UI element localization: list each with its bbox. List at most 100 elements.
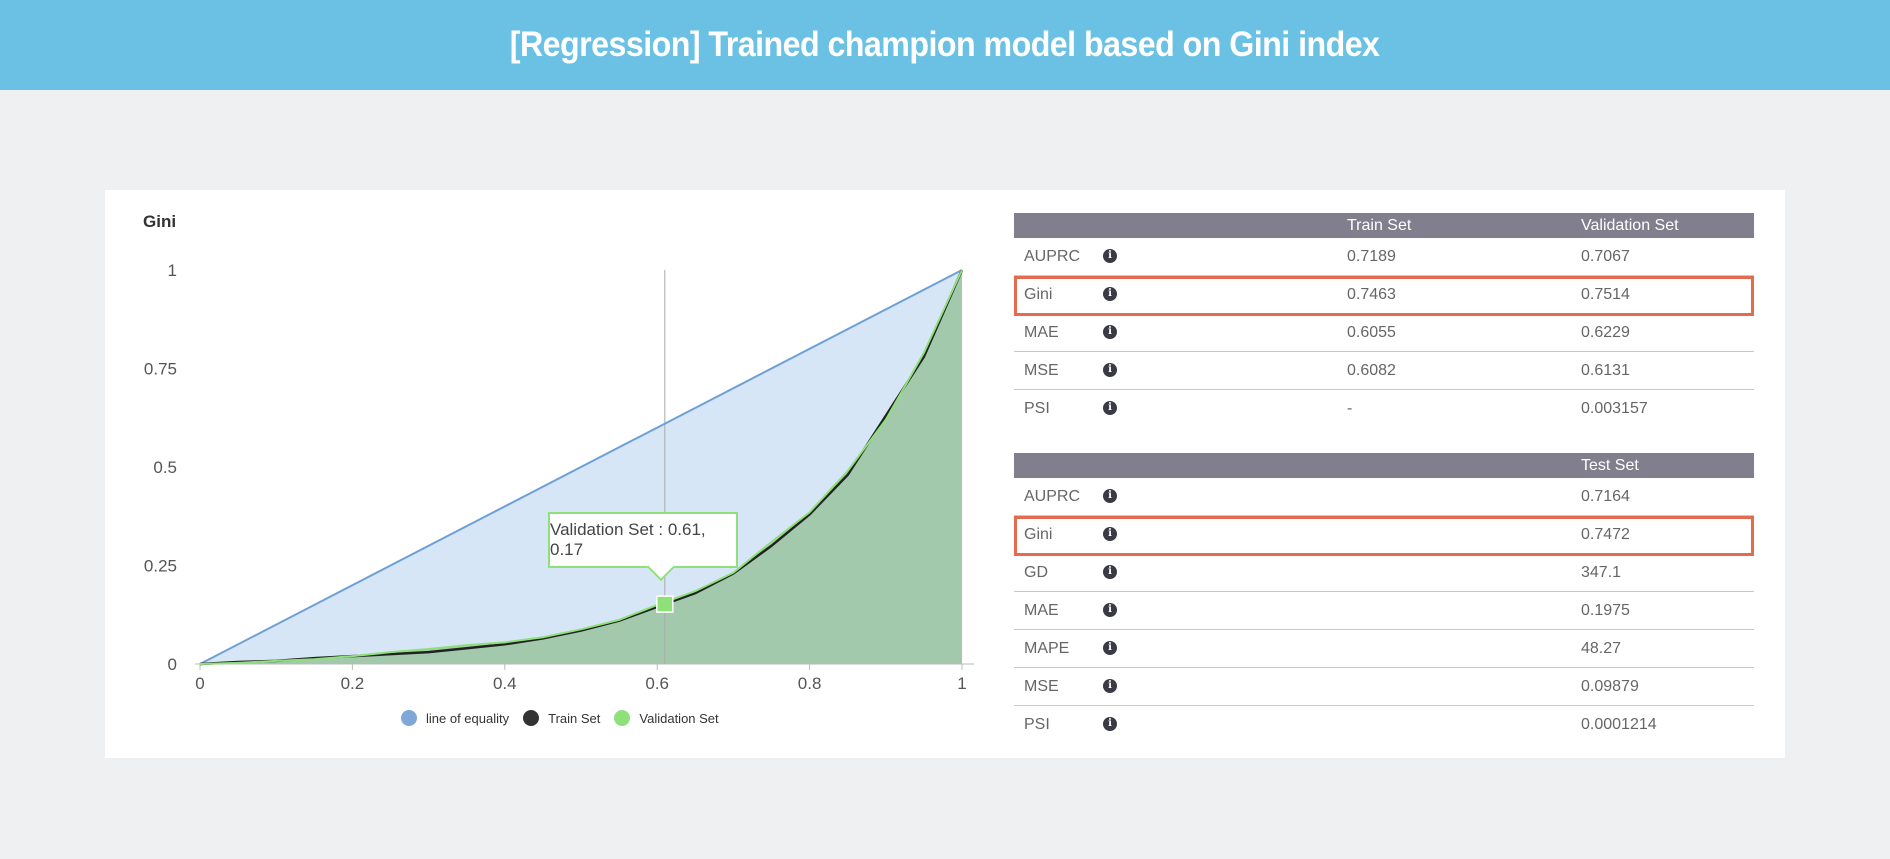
metric-name: MAE (1014, 591, 1103, 630)
test-value: 0.1975 (1581, 591, 1754, 630)
legend-dot-train-set (523, 710, 540, 726)
y-tick-label: 0.5 (153, 458, 177, 477)
header-info (1103, 453, 1347, 478)
header-info (1103, 213, 1347, 238)
legend-label: Train Set (548, 710, 601, 726)
table-row: PSI i - 0.003157 (1014, 390, 1754, 428)
x-tick-label: 0.2 (341, 674, 365, 693)
legend-item-line-of-equality[interactable]: line of equality (401, 710, 509, 726)
metric-name: PSI (1024, 399, 1050, 417)
y-tick-label: 0.25 (144, 557, 177, 576)
metric-info: i (1103, 478, 1347, 516)
line-of-equality-series (199, 269, 963, 665)
metric-info: i (1103, 667, 1347, 706)
metric-name: GD (1014, 553, 1103, 592)
test-table-wrap: Test Set AUPRC i 0.7164 Gini i 0.7472 GD (1014, 453, 1754, 743)
info-icon[interactable]: i (1103, 401, 1117, 416)
info-icon[interactable]: i (1103, 565, 1117, 580)
info-icon[interactable]: i (1103, 489, 1117, 504)
legend-dot-line-of-equality (401, 710, 417, 726)
empty-cell (1347, 515, 1581, 554)
test-value: 0.0001214 (1581, 715, 1657, 733)
empty-cell (1347, 553, 1581, 592)
table-row: MSE i 0.6082 0.6131 (1014, 351, 1754, 390)
metric-info: i (1103, 313, 1347, 352)
validation-value: 0.7514 (1581, 275, 1754, 314)
chart-tooltip: Validation Set : 0.61, 0.17 (548, 512, 738, 568)
page-banner: [Regression] Trained champion model base… (0, 0, 1890, 90)
y-axis-label: Gini (143, 212, 176, 231)
metric-name: MSE (1014, 667, 1103, 706)
table-row: MAPE i 48.27 (1014, 629, 1754, 668)
table-header-row: Test Set (1014, 453, 1754, 478)
metric-name: PSI (1024, 715, 1050, 733)
metric-name: Gini (1014, 275, 1103, 314)
metric-info: i (1103, 706, 1347, 744)
info-icon[interactable]: i (1103, 603, 1117, 618)
table-row: Gini i 0.7463 0.7514 (1014, 275, 1754, 314)
info-icon[interactable]: i (1103, 287, 1117, 302)
table-row: MAE i 0.1975 (1014, 591, 1754, 630)
info-icon[interactable]: i (1103, 249, 1117, 264)
table-row: PSI i 0.0001214 (1014, 706, 1754, 744)
metric-name: Gini (1014, 515, 1103, 554)
x-tick-label: 0.6 (645, 674, 669, 693)
empty-cell (1347, 706, 1581, 744)
table-row: AUPRC i 0.7189 0.7067 (1014, 238, 1754, 276)
x-tick-label: 1 (957, 674, 966, 693)
legend-item-train-set[interactable]: Train Set (523, 710, 600, 726)
metric-name: AUPRC (1014, 478, 1103, 516)
validation-area (200, 270, 962, 664)
legend-label: Validation Set (639, 710, 719, 726)
legend-dot-validation-set (614, 710, 631, 726)
header-empty (1347, 453, 1581, 478)
metric-info: i (1103, 390, 1347, 428)
info-icon[interactable]: i (1103, 363, 1117, 378)
chart-svg: 0 0.2 0.4 0.6 0.8 1 0 0.25 0.5 0.75 1 Gini (143, 212, 974, 693)
empty-cell (1347, 478, 1581, 516)
metric-info: i (1103, 553, 1347, 592)
test-value: 347.1 (1581, 553, 1754, 592)
metric-info: i (1103, 515, 1347, 554)
metric-name: AUPRC (1014, 238, 1103, 276)
test-table: Test Set AUPRC i 0.7164 Gini i 0.7472 GD (1014, 453, 1754, 743)
train-value: 0.7189 (1347, 238, 1581, 276)
content-card: 0 0.2 0.4 0.6 0.8 1 0 0.25 0.5 0.75 1 Gini Validati… (105, 190, 1785, 758)
train-validation-table: Train Set Validation Set AUPRC i 0.7189 … (1014, 213, 1754, 427)
test-value: 0.09879 (1581, 667, 1754, 706)
table-header-row: Train Set Validation Set (1014, 213, 1754, 238)
info-icon[interactable]: i (1103, 717, 1117, 732)
empty-cell (1347, 667, 1581, 706)
validation-value: 0.6131 (1581, 351, 1754, 390)
header-test-set: Test Set (1581, 453, 1754, 478)
table-row: GD i 347.1 (1014, 553, 1754, 592)
test-value: 0.7472 (1581, 515, 1754, 554)
validation-value: 0.6229 (1581, 313, 1754, 352)
train-value: 0.6082 (1347, 351, 1581, 390)
info-icon[interactable]: i (1103, 679, 1117, 694)
y-tick-label: 1 (168, 261, 177, 280)
train-validation-table-wrap: Train Set Validation Set AUPRC i 0.7189 … (1014, 213, 1754, 427)
metric-name: MAE (1014, 313, 1103, 352)
info-icon[interactable]: i (1103, 325, 1117, 340)
table-row: MSE i 0.09879 (1014, 667, 1754, 706)
legend-label: line of equality (426, 710, 510, 726)
validation-set-series (199, 269, 963, 665)
metric-info: i (1103, 275, 1347, 314)
metric-info: i (1103, 629, 1347, 668)
train-value: - (1347, 399, 1353, 417)
header-metric (1014, 453, 1103, 478)
info-icon[interactable]: i (1103, 641, 1117, 656)
y-tick-label: 0.75 (144, 360, 177, 379)
header-validation-set: Validation Set (1581, 213, 1754, 238)
legend-item-validation-set[interactable]: Validation Set (614, 710, 719, 726)
metric-name: MAPE (1014, 629, 1103, 668)
info-icon[interactable]: i (1103, 527, 1117, 542)
table-row: Gini i 0.7472 (1014, 515, 1754, 554)
test-value: 0.7164 (1581, 478, 1754, 516)
validation-value: 0.003157 (1581, 399, 1648, 417)
tooltip-point-marker (656, 595, 674, 613)
x-tick-label: 0.8 (798, 674, 822, 693)
page-title: [Regression] Trained champion model base… (510, 25, 1380, 64)
table-row: AUPRC i 0.7164 (1014, 478, 1754, 516)
